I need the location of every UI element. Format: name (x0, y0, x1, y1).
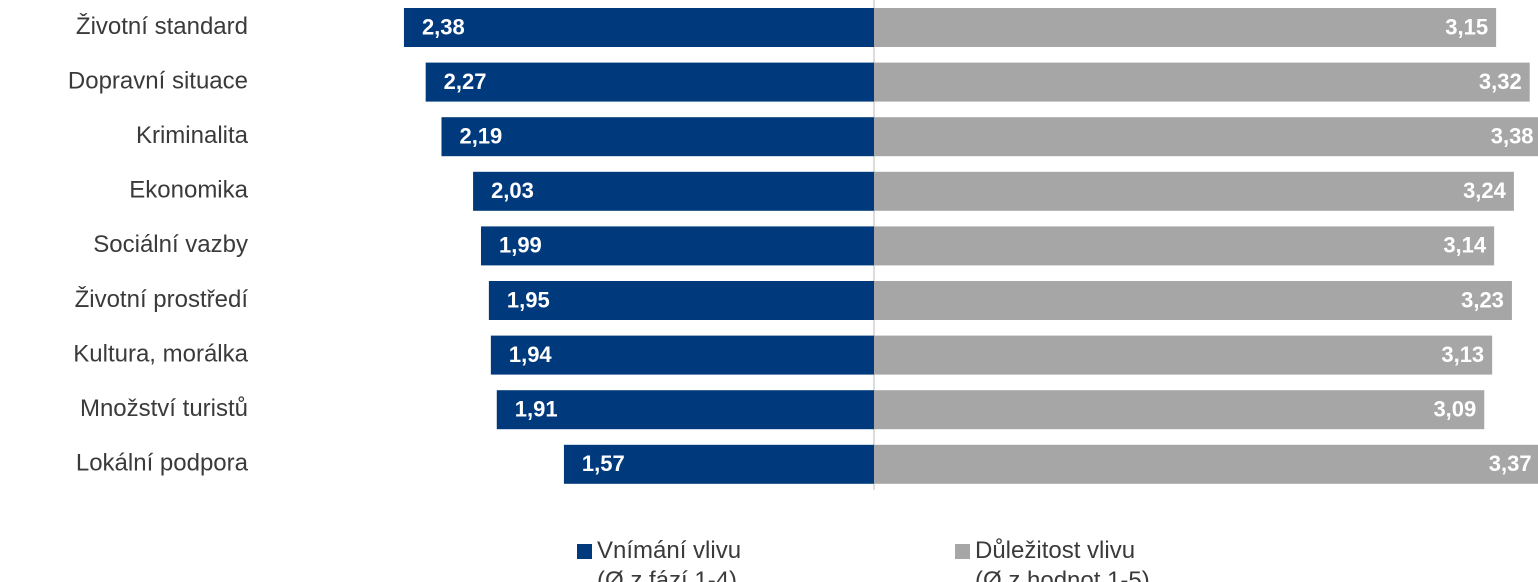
bar (403, 8, 874, 47)
value-label: 2,38 (422, 14, 465, 39)
bar (874, 444, 1538, 484)
legend-item: Důležitost vlivu (Ø z hodnot 1-5) (955, 536, 1150, 582)
value-label: 3,32 (1479, 69, 1522, 94)
legend-swatch (955, 544, 970, 559)
category-label: Kriminalita (136, 122, 249, 149)
category-label: Množství turistů (80, 395, 248, 422)
value-label: 3,24 (1463, 178, 1507, 203)
bar (874, 226, 1495, 266)
category-label: Životní prostředí (75, 286, 249, 313)
value-label: 1,94 (509, 342, 553, 367)
bar (874, 171, 1514, 211)
value-label: 2,27 (444, 69, 487, 94)
legend-item: Vnímání vlivu (Ø z fází 1-4) (577, 536, 741, 582)
category-label: Ekonomika (129, 177, 248, 204)
value-label: 1,99 (499, 233, 542, 258)
bar (874, 8, 1497, 47)
category-label: Kultura, morálka (73, 340, 248, 367)
category-label: Sociální vazby (93, 231, 248, 258)
bar (488, 281, 874, 320)
value-label: 3,13 (1441, 342, 1484, 367)
value-label: 1,57 (582, 451, 625, 476)
value-label: 3,14 (1443, 233, 1487, 258)
bar (874, 281, 1512, 320)
category-label: Životní standard (76, 13, 248, 40)
bar (480, 226, 874, 266)
value-label: 3,38 (1491, 124, 1534, 149)
bar (874, 117, 1538, 157)
legend-label: Důležitost vlivu (Ø z hodnot 1-5) (975, 537, 1150, 582)
bar (496, 390, 874, 430)
bar (425, 62, 874, 102)
bar (490, 335, 874, 375)
value-label: 2,19 (459, 124, 502, 149)
value-label: 3,15 (1445, 14, 1488, 39)
value-label: 3,09 (1433, 397, 1476, 422)
value-label: 3,23 (1461, 287, 1504, 312)
value-label: 1,91 (515, 397, 558, 422)
bar (874, 390, 1485, 430)
legend-swatch (577, 544, 592, 559)
legend-label: Vnímání vlivu (Ø z fází 1-4) (597, 537, 742, 582)
bar (473, 171, 874, 211)
value-label: 2,03 (491, 178, 534, 203)
bar (563, 444, 874, 484)
bar (441, 117, 874, 157)
bar (874, 335, 1493, 375)
value-label: 1,95 (507, 287, 550, 312)
value-label: 3,37 (1489, 451, 1532, 476)
category-label: Lokální podpora (76, 450, 249, 477)
bar (874, 62, 1530, 102)
category-label: Dopravní situace (68, 67, 248, 94)
